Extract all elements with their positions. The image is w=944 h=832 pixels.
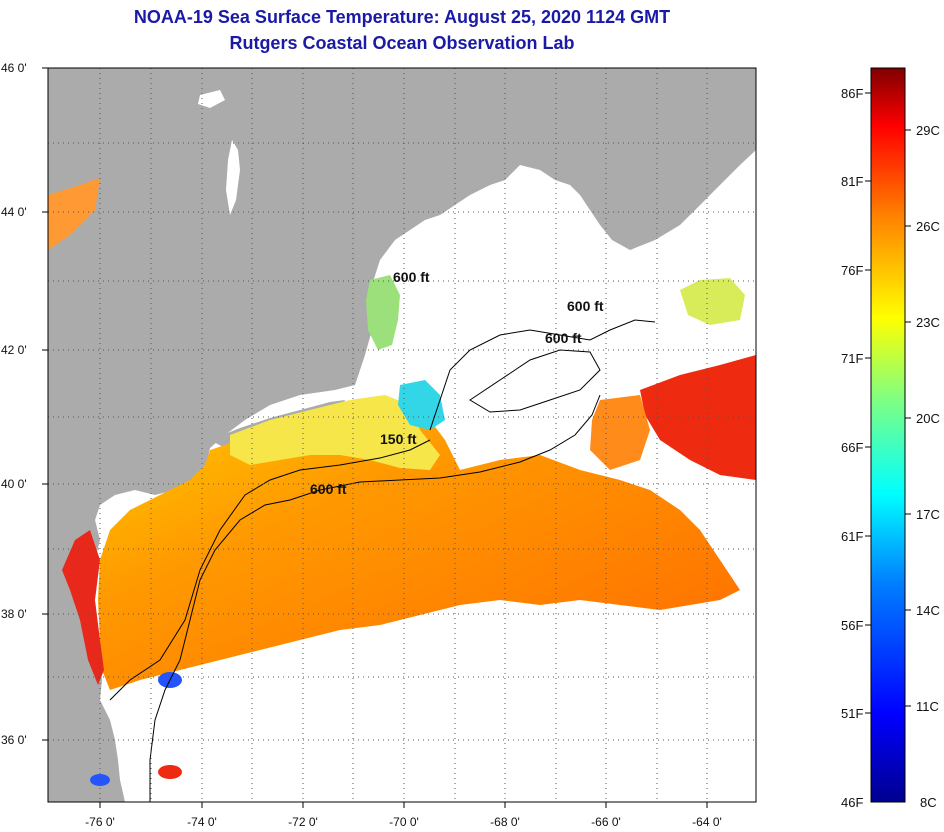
axis-ticks — [42, 67, 708, 808]
colorbar-c-29: 29C — [916, 123, 940, 138]
lat-label-36: 36 0' — [1, 733, 27, 747]
sst-chesapeake — [62, 530, 104, 685]
colorbar-f-56: 56F — [841, 618, 863, 633]
lon-label-74: -74 0' — [187, 815, 217, 829]
lon-label-68: -68 0' — [490, 815, 520, 829]
sst-cold-spot-south — [90, 774, 110, 786]
sst-offshore-orange — [590, 395, 650, 470]
sst-warm-shelf — [98, 400, 740, 690]
map-frame — [47, 67, 757, 803]
land-nova-scotia — [580, 105, 756, 250]
lon-label-64: -64 0' — [692, 815, 722, 829]
colorbar-f-51: 51F — [841, 706, 863, 721]
lon-label-66: -66 0' — [591, 815, 621, 829]
lon-label-72: -72 0' — [288, 815, 318, 829]
colorbar-c-23: 23C — [916, 315, 940, 330]
contour-600ft-shelf — [149, 394, 601, 802]
colorbar-f-76: 76F — [841, 263, 863, 278]
contour-label-150ft: 150 ft — [380, 431, 417, 447]
sst-offshore-yellow — [680, 278, 745, 325]
contour-label-600ft-a: 600 ft — [393, 269, 430, 285]
lat-label-42: 42 0' — [1, 343, 27, 357]
colorbar-f-81: 81F — [841, 174, 863, 189]
contour-label-600ft-d: 600 ft — [310, 481, 347, 497]
colorbar — [870, 67, 906, 803]
land-mainland — [48, 68, 756, 802]
graticule — [48, 68, 756, 802]
lake-champlain — [226, 140, 240, 215]
map-subtitle: Rutgers Coastal Ocean Observation Lab — [229, 33, 575, 53]
colorbar-f-46: 46F — [841, 795, 863, 810]
lat-label-44: 44 0' — [1, 205, 27, 219]
contour-150ft — [109, 439, 431, 701]
colorbar-c-8: 8C — [920, 795, 937, 810]
lon-label-76: -76 0' — [85, 815, 115, 829]
lat-label-40: 40 0' — [1, 477, 27, 491]
colorbar-c-26: 26C — [916, 219, 940, 234]
colorbar-c-20: 20C — [916, 411, 940, 426]
colorbar-c-11: 11C — [916, 699, 939, 714]
sst-yellow-band — [230, 395, 440, 470]
colorbar-f-86: 86F — [841, 86, 863, 101]
sst-gulf-maine-green — [366, 275, 400, 350]
lake-northern — [198, 90, 225, 108]
contour-label-600ft-b: 600 ft — [567, 298, 604, 314]
contour-label-600ft-c: 600 ft — [545, 330, 582, 346]
colorbar-f-61: 61F — [841, 529, 863, 544]
map-title: NOAA-19 Sea Surface Temperature: August … — [133, 7, 671, 27]
colorbar-f-66: 66F — [841, 440, 863, 455]
colorbar-c-14: 14C — [916, 603, 940, 618]
colorbar-ticks — [865, 92, 911, 714]
lon-label-70: -70 0' — [389, 815, 419, 829]
contour-gulf-maine — [429, 319, 656, 431]
lat-label-46: 46 0' — [1, 61, 27, 75]
colorbar-c-17: 17C — [916, 507, 940, 522]
sst-warm-spot-south — [158, 765, 182, 779]
lat-label-38: 38 0' — [1, 607, 27, 621]
sst-lake-ontario — [48, 178, 100, 250]
colorbar-f-71: 71F — [841, 351, 863, 366]
contour-georges — [469, 349, 601, 413]
